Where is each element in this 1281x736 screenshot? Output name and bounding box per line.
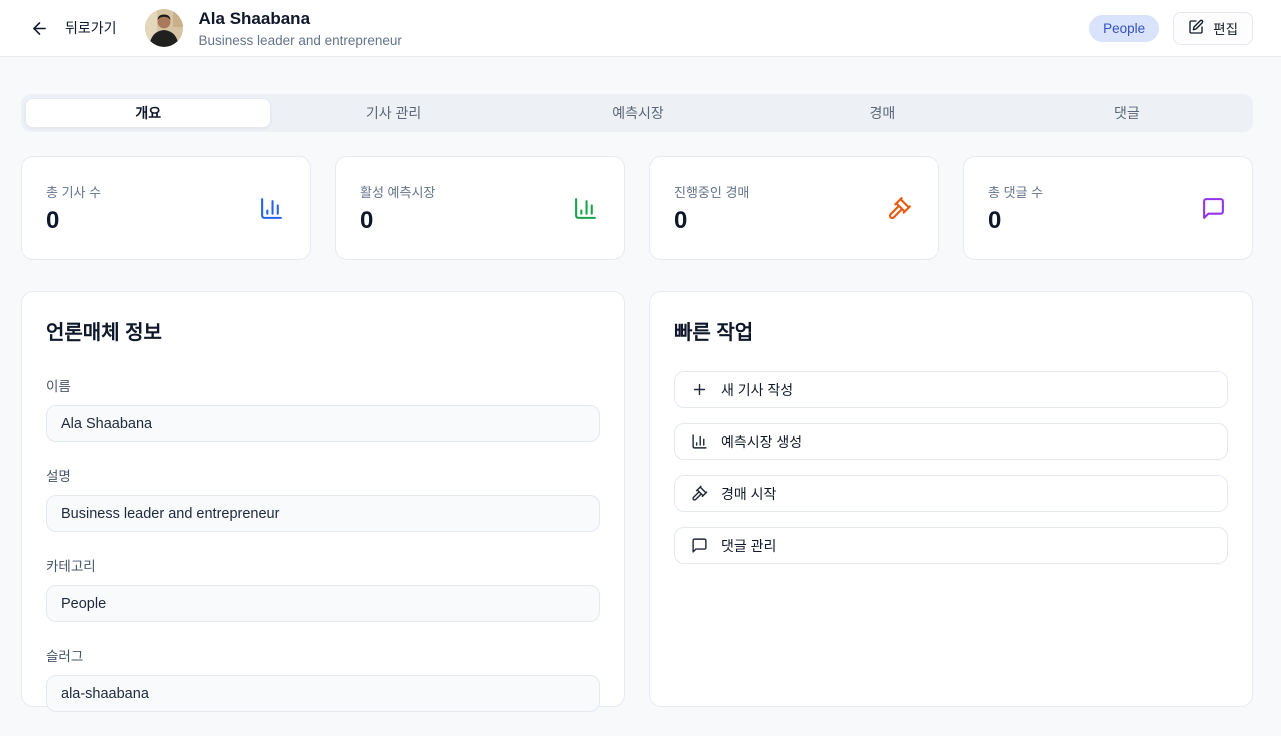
stat-label: 활성 예측시장: [360, 184, 436, 200]
field-label: 설명: [46, 469, 71, 484]
field-value: People: [46, 585, 600, 622]
tab-auction[interactable]: 경매: [760, 98, 1004, 128]
tab-overview[interactable]: 개요: [25, 98, 272, 128]
quick-actions-panel: 빠른 작업 새 기사 작성 예측시장 생성: [649, 291, 1253, 707]
media-info-panel: 언론매체 정보 이름 Ala Shaabana 설명 Business lead…: [21, 291, 625, 712]
arrow-left-icon: [30, 19, 49, 38]
edit-button[interactable]: 편집: [1173, 11, 1253, 45]
stat-card-comments: 총 댓글 수 0: [963, 156, 1253, 260]
new-article-button[interactable]: 새 기사 작성: [674, 371, 1228, 408]
stats-row: 총 기사 수 0 활성 예측시장 0 진행중인 경매 0: [21, 156, 1253, 260]
field-value: ala-shaabana: [46, 675, 600, 712]
category-badge: People: [1089, 14, 1160, 42]
page-header: 뒤로가기 Ala Shaabana Business leader and en…: [0, 0, 1281, 57]
stat-card-markets: 활성 예측시장 0: [335, 156, 625, 260]
field-description: 설명 Business leader and entrepreneur: [46, 465, 600, 532]
avatar: [144, 9, 183, 47]
field-label: 이름: [46, 379, 71, 394]
stat-label: 총 기사 수: [46, 184, 102, 200]
gavel-icon: [887, 196, 912, 221]
page-title: Ala Shaabana: [198, 9, 311, 29]
edit-pencil-icon: [1188, 19, 1204, 38]
bar-chart-icon: [573, 196, 598, 221]
edit-label: 편집: [1213, 22, 1238, 37]
field-label: 카테고리: [46, 559, 96, 574]
field-value: Ala Shaabana: [46, 405, 600, 442]
stat-value: 0: [360, 206, 374, 234]
stat-label: 진행중인 경매: [674, 184, 750, 200]
gavel-icon: [691, 485, 708, 502]
page-subtitle: Business leader and entrepreneur: [198, 32, 402, 48]
stat-label: 총 댓글 수: [988, 184, 1044, 200]
field-label: 슬러그: [46, 649, 84, 664]
tab-comments[interactable]: 댓글: [1005, 98, 1249, 128]
action-label: 예측시장 생성: [721, 433, 803, 450]
back-label: 뒤로가기: [65, 20, 117, 36]
stat-value: 0: [988, 206, 1002, 234]
field-value: Business leader and entrepreneur: [46, 495, 600, 532]
start-auction-button[interactable]: 경매 시작: [674, 475, 1228, 512]
bar-chart-icon: [259, 196, 284, 221]
plus-icon: [691, 381, 708, 398]
tab-bar: 개요 기사 관리 예측시장 경매 댓글: [21, 94, 1253, 132]
field-category: 카테고리 People: [46, 555, 600, 622]
stat-card-auctions: 진행중인 경매 0: [649, 156, 939, 260]
manage-comments-button[interactable]: 댓글 관리: [674, 527, 1228, 564]
action-label: 새 기사 작성: [721, 381, 794, 398]
action-label: 경매 시작: [721, 485, 777, 502]
field-name: 이름 Ala Shaabana: [46, 375, 600, 442]
stat-value: 0: [46, 206, 60, 234]
stat-value: 0: [674, 206, 688, 234]
main-content: 개요 기사 관리 예측시장 경매 댓글 총 기사 수 0 활성 예측시장 0: [0, 57, 1253, 712]
message-icon: [691, 537, 708, 554]
bar-chart-icon: [691, 433, 708, 450]
stat-card-articles: 총 기사 수 0: [21, 156, 311, 260]
field-slug: 슬러그 ala-shaabana: [46, 645, 600, 712]
message-icon: [1201, 196, 1226, 221]
tab-prediction-market[interactable]: 예측시장: [516, 98, 760, 128]
back-button[interactable]: 뒤로가기: [28, 12, 119, 44]
tab-articles[interactable]: 기사 관리: [271, 98, 515, 128]
media-info-title: 언론매체 정보: [46, 322, 162, 344]
panels-row: 언론매체 정보 이름 Ala Shaabana 설명 Business lead…: [21, 291, 1253, 712]
create-market-button[interactable]: 예측시장 생성: [674, 423, 1228, 460]
action-label: 댓글 관리: [721, 537, 777, 554]
quick-actions-title: 빠른 작업: [674, 322, 754, 344]
